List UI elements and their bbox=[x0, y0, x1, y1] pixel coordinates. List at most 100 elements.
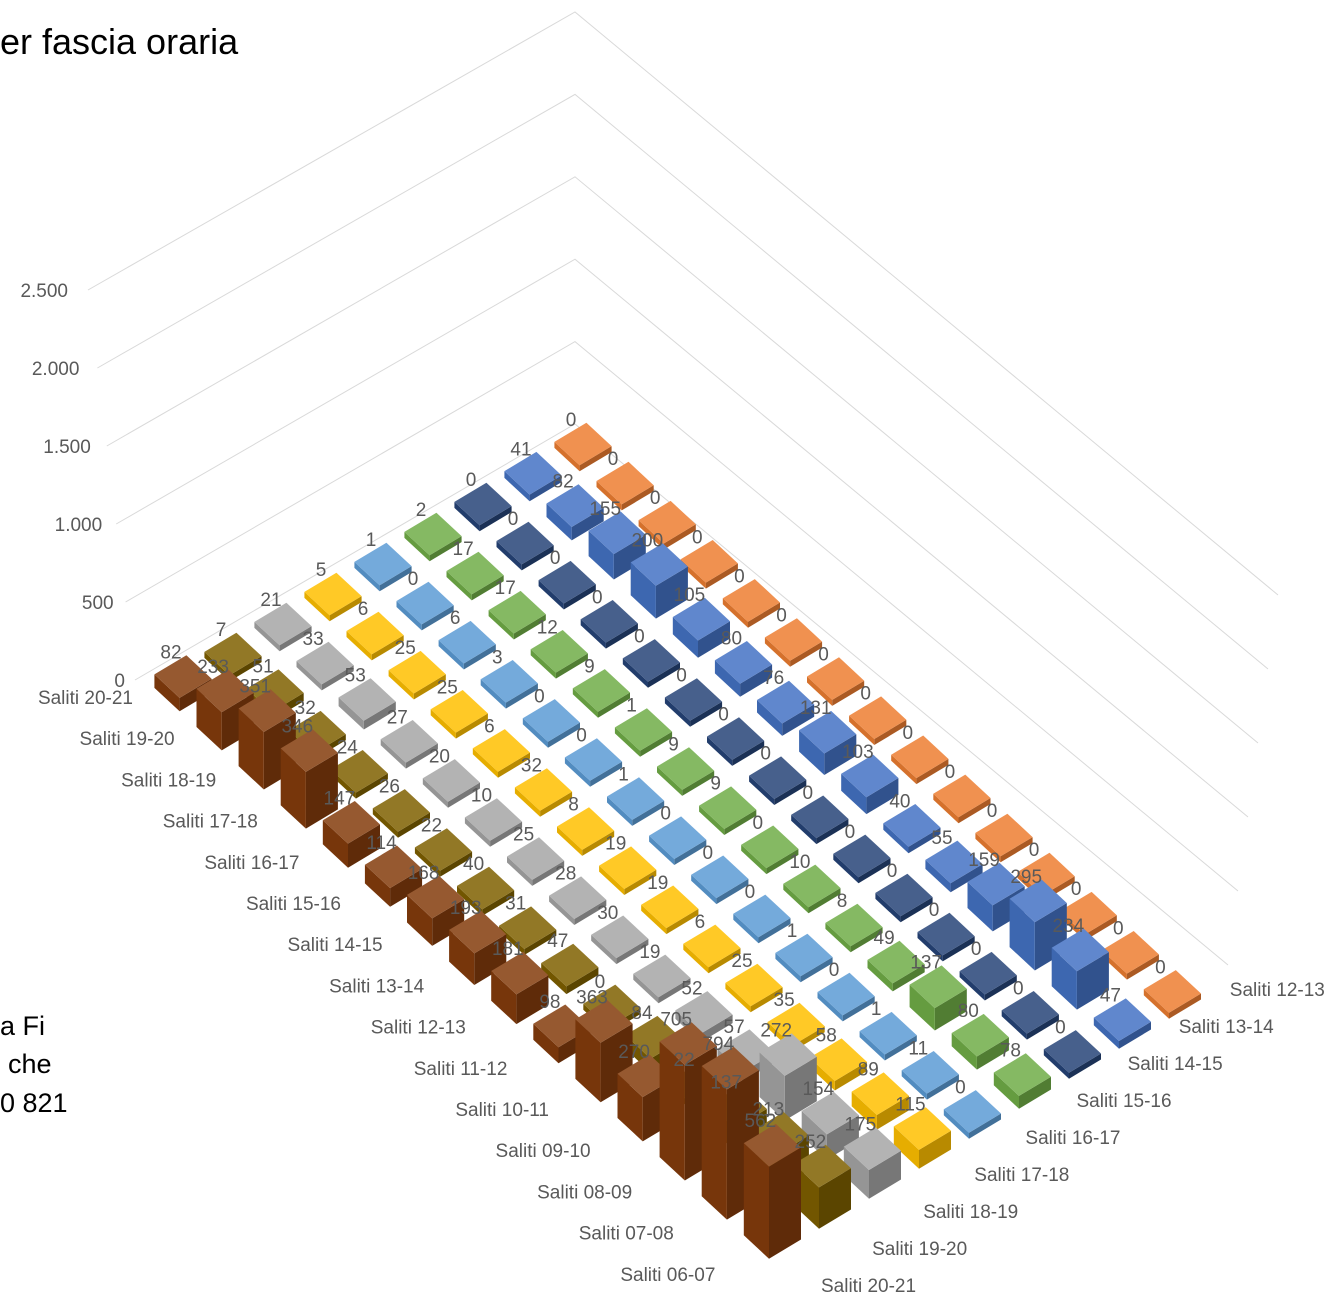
bar bbox=[564, 738, 623, 787]
bar-top bbox=[407, 875, 465, 919]
bar-top bbox=[701, 1046, 759, 1090]
data-label: 58 bbox=[816, 1026, 837, 1047]
bar-face bbox=[504, 471, 530, 502]
bar bbox=[514, 768, 573, 817]
bar-face bbox=[471, 575, 504, 601]
series-label: Saliti 12-13 bbox=[1230, 980, 1325, 1001]
grid-line bbox=[106, 176, 1259, 744]
data-label: 562 bbox=[745, 1111, 777, 1132]
bar bbox=[372, 789, 430, 838]
data-label: 30 bbox=[597, 903, 618, 924]
bar-top bbox=[541, 943, 599, 987]
bar-face bbox=[1019, 1076, 1051, 1109]
data-label: 0 bbox=[845, 822, 856, 843]
bar-top bbox=[304, 572, 362, 616]
data-label: 0 bbox=[660, 804, 671, 825]
data-label: 22 bbox=[421, 816, 442, 837]
data-label: 2 bbox=[416, 500, 427, 521]
bar-top bbox=[446, 551, 504, 595]
bar-top bbox=[454, 482, 512, 526]
data-label: 82 bbox=[553, 472, 574, 493]
bar-top bbox=[588, 511, 646, 555]
bar-face bbox=[649, 835, 675, 865]
bar bbox=[764, 618, 823, 667]
bar bbox=[438, 620, 496, 670]
bar-face bbox=[421, 605, 454, 631]
bar-top bbox=[707, 717, 765, 760]
bar bbox=[549, 876, 607, 925]
bar-top bbox=[659, 1022, 717, 1065]
bar-face bbox=[758, 918, 791, 944]
data-label: 0 bbox=[818, 645, 829, 666]
bar bbox=[951, 1013, 1009, 1070]
bar-top bbox=[759, 1033, 817, 1076]
data-label: 0 bbox=[776, 606, 787, 627]
data-label: 8 bbox=[568, 795, 579, 816]
bar-top bbox=[975, 813, 1033, 857]
bar-top bbox=[507, 837, 565, 880]
data-label: 103 bbox=[842, 742, 874, 763]
bar-top bbox=[743, 1123, 801, 1167]
bar bbox=[354, 542, 412, 592]
bar bbox=[591, 915, 649, 965]
bar bbox=[799, 710, 857, 775]
data-label: 154 bbox=[802, 1079, 834, 1100]
category-label: Saliti 19-20 bbox=[80, 729, 175, 750]
bar-face bbox=[663, 524, 696, 550]
bar-face bbox=[617, 1073, 643, 1142]
bar-face bbox=[480, 679, 506, 709]
bar-top bbox=[338, 678, 396, 721]
bar bbox=[791, 795, 849, 845]
bar-face bbox=[296, 661, 322, 691]
bar bbox=[743, 1123, 801, 1259]
bar-face bbox=[364, 864, 391, 907]
data-label: 11 bbox=[908, 1038, 928, 1059]
bar-face bbox=[563, 584, 596, 610]
data-label: 3 bbox=[492, 647, 503, 668]
data-label: 0 bbox=[592, 587, 603, 608]
data-label: 28 bbox=[555, 864, 576, 885]
bar bbox=[638, 500, 696, 550]
bar-face bbox=[1093, 1017, 1119, 1049]
bar-face bbox=[622, 658, 648, 688]
bar-face bbox=[791, 814, 817, 845]
bar bbox=[1043, 1030, 1101, 1079]
bar-face bbox=[799, 730, 825, 775]
y-tick-label: 1.000 bbox=[55, 515, 103, 536]
data-label: 363 bbox=[576, 987, 608, 1008]
bar-face bbox=[541, 963, 567, 995]
bar-face bbox=[950, 864, 983, 893]
bar-face bbox=[591, 934, 617, 965]
bar-face bbox=[866, 778, 899, 815]
bar-face bbox=[1126, 954, 1159, 980]
bar-face bbox=[658, 978, 691, 1004]
bar-face bbox=[355, 773, 388, 799]
bar-face bbox=[507, 856, 533, 886]
bar-top bbox=[630, 543, 688, 586]
category-label: Saliti 13-14 bbox=[329, 976, 424, 997]
data-label: 32 bbox=[521, 756, 542, 777]
bar bbox=[867, 940, 925, 992]
bar-face bbox=[372, 808, 398, 838]
data-label: 233 bbox=[197, 657, 229, 678]
bar-top bbox=[841, 754, 899, 798]
bar bbox=[530, 630, 588, 679]
bar bbox=[254, 602, 312, 652]
bar-top bbox=[725, 963, 783, 1007]
bar-top bbox=[414, 828, 473, 871]
bar-top bbox=[993, 1053, 1051, 1096]
bar-face bbox=[554, 441, 580, 472]
bar-face bbox=[1026, 1014, 1059, 1040]
bar-face bbox=[993, 1072, 1019, 1109]
data-label: 22 bbox=[674, 1050, 695, 1071]
bar bbox=[388, 650, 446, 700]
bar bbox=[614, 708, 673, 757]
bar-face bbox=[824, 734, 857, 775]
bar-face bbox=[614, 727, 641, 757]
data-label: 0 bbox=[887, 861, 898, 882]
bar-face bbox=[648, 662, 680, 688]
series-label: Saliti 19-20 bbox=[872, 1239, 967, 1260]
data-label: 272 bbox=[760, 1021, 792, 1042]
data-label: 27 bbox=[387, 707, 408, 728]
bar-top bbox=[867, 940, 925, 984]
